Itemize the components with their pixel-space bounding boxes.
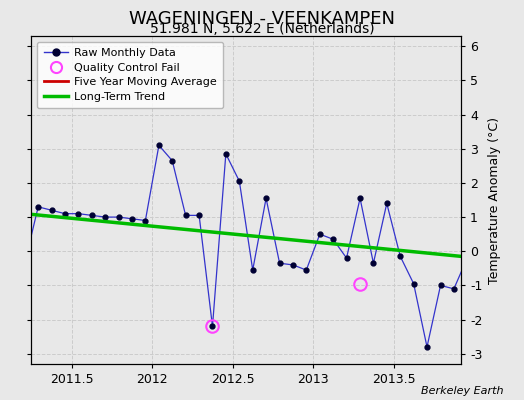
Y-axis label: Temperature Anomaly (°C): Temperature Anomaly (°C) xyxy=(488,116,501,284)
Text: 51.981 N, 5.622 E (Netherlands): 51.981 N, 5.622 E (Netherlands) xyxy=(150,22,374,36)
Text: Berkeley Earth: Berkeley Earth xyxy=(421,386,503,396)
Legend: Raw Monthly Data, Quality Control Fail, Five Year Moving Average, Long-Term Tren: Raw Monthly Data, Quality Control Fail, … xyxy=(37,42,223,108)
Text: WAGENINGEN - VEENKAMPEN: WAGENINGEN - VEENKAMPEN xyxy=(129,10,395,28)
